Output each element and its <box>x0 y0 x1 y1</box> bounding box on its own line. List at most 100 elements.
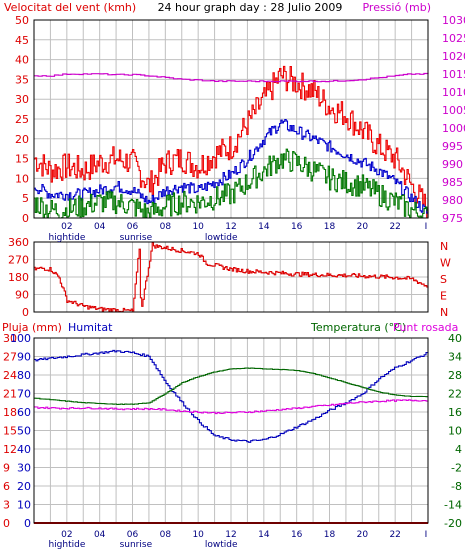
pressure-tick-label: 990 <box>442 158 463 171</box>
rain-tick-label: 0 <box>3 517 10 530</box>
humidity-tick-label: 60 <box>17 406 31 419</box>
pressure-tick-label: 1000 <box>442 122 465 135</box>
temperature-tick-label: 4 <box>455 443 462 456</box>
wind-tick-label: 5 <box>22 192 29 205</box>
wind-tick-label: 30 <box>15 93 29 106</box>
hour-tick-label: 14 <box>258 530 270 540</box>
hour-tick-label: 10 <box>192 530 204 540</box>
humidity-tick-label: 40 <box>17 443 31 456</box>
rain-tick-label: 18 <box>3 406 17 419</box>
dewpoint-axis-title: Punt rosada <box>393 321 458 334</box>
rain-tick-label: 24 <box>3 369 17 382</box>
hour-tick-label: 02 <box>61 222 72 232</box>
direction-tick-label: 180 <box>8 271 29 284</box>
wind_min-series <box>34 148 429 219</box>
humidity-tick-label: 70 <box>17 388 31 401</box>
graph-title: 24 hour graph day : 28 Julio 2009 <box>158 1 343 14</box>
hour-tick-label: 10 <box>192 222 204 232</box>
hour-tick-label: I <box>425 222 428 232</box>
temperature-tick-label: 40 <box>448 332 462 345</box>
rain-tick-label: 9 <box>3 462 10 475</box>
compass-label: N <box>440 240 448 253</box>
wind-tick-label: 40 <box>15 54 29 67</box>
rain-axis-title: Pluja (mm) <box>2 321 62 334</box>
hour-tick-label: 06 <box>127 222 139 232</box>
wind-direction-series <box>34 241 429 313</box>
rain-tick-label: 6 <box>3 480 10 493</box>
pressure-axis-title: Pressió (mb) <box>362 1 431 14</box>
rain-tick-label: 30 <box>3 332 17 345</box>
hour-tick-label: 16 <box>291 222 303 232</box>
pressure-tick-label: 985 <box>442 176 463 189</box>
rain-tick-label: 12 <box>3 443 17 456</box>
pressure-tick-label: 1005 <box>442 104 465 117</box>
hour-tick-label: 20 <box>357 222 369 232</box>
pressure-series <box>34 72 429 83</box>
hour-tick-label: 22 <box>389 222 400 232</box>
wind-tick-label: 45 <box>15 34 29 47</box>
temperature-tick-label: 16 <box>448 406 462 419</box>
direction-tick-label: 90 <box>15 289 29 302</box>
pressure-tick-label: 980 <box>442 194 463 207</box>
hour-tick-label: 02 <box>61 530 72 540</box>
hour-tick-label: 06 <box>127 530 139 540</box>
event-label: sunrise <box>120 233 153 243</box>
wind-tick-label: 50 <box>15 14 29 27</box>
hour-tick-label: 08 <box>160 222 172 232</box>
hour-tick-label: 18 <box>324 530 336 540</box>
temperature-tick-label: 22 <box>448 388 462 401</box>
hour-tick-label: 12 <box>225 530 236 540</box>
pressure-tick-label: 995 <box>442 140 463 153</box>
pressure-tick-label: 1025 <box>442 32 465 45</box>
wind-speed-axis-title: Velocitat del vent (kmh) <box>4 1 136 14</box>
compass-label: W <box>440 257 451 270</box>
temperature-tick-label: 28 <box>448 369 462 382</box>
temperature-tick-label: 10 <box>448 425 462 438</box>
wind-tick-label: 25 <box>15 113 29 126</box>
temperature-tick-label: -8 <box>451 480 462 493</box>
event-label: hightide <box>48 233 85 243</box>
hour-tick-label: 18 <box>324 222 336 232</box>
temperature-series <box>34 367 429 406</box>
hour-tick-label: 22 <box>389 530 400 540</box>
direction-tick-label: 270 <box>8 254 29 267</box>
event-label: lowtide <box>205 540 238 550</box>
event-label: sunrise <box>120 540 153 550</box>
direction-tick-label: 360 <box>8 236 29 249</box>
temperature-tick-label: 34 <box>448 351 462 364</box>
humidity-tick-label: 50 <box>17 425 31 438</box>
pressure-tick-label: 975 <box>442 212 463 225</box>
rain-tick-label: 27 <box>3 351 17 364</box>
temperature-tick-label: -20 <box>444 517 462 530</box>
temperature-tick-label: -2 <box>451 462 462 475</box>
hour-tick-label: 08 <box>160 530 172 540</box>
rain-tick-label: 21 <box>3 388 17 401</box>
humidity-tick-label: 90 <box>17 351 31 364</box>
wind-tick-label: 15 <box>15 153 29 166</box>
humidity-tick-label: 0 <box>24 517 31 530</box>
hour-tick-label: 14 <box>258 222 270 232</box>
event-label: lowtide <box>205 233 238 243</box>
direction-frame <box>33 241 429 313</box>
hour-tick-label: 16 <box>291 530 303 540</box>
compass-label: E <box>440 290 447 303</box>
wind-tick-label: 0 <box>22 212 29 225</box>
humidity-tick-label: 100 <box>10 332 31 345</box>
hour-tick-label: 04 <box>94 222 106 232</box>
temp-humidity-panel: 0 3 6 9 12 15 18 21 24 27 30 0 10 20 30 40 50 60 70 80 90 100… <box>3 332 462 530</box>
humidity-series <box>34 349 429 443</box>
hour-tick-label: 20 <box>357 530 369 540</box>
wind-pressure-frame <box>33 19 429 219</box>
dewpoint-series <box>34 399 429 415</box>
time-axis: 02 02 04 04 06 06 08 08 10 10 12 12 14 14 16 16 18 18 20 20… <box>48 222 427 550</box>
wind-tick-label: 20 <box>15 133 29 146</box>
rain-tick-label: 3 <box>3 499 10 512</box>
wind_max-series <box>34 65 429 219</box>
hour-tick-label: I <box>425 530 428 540</box>
